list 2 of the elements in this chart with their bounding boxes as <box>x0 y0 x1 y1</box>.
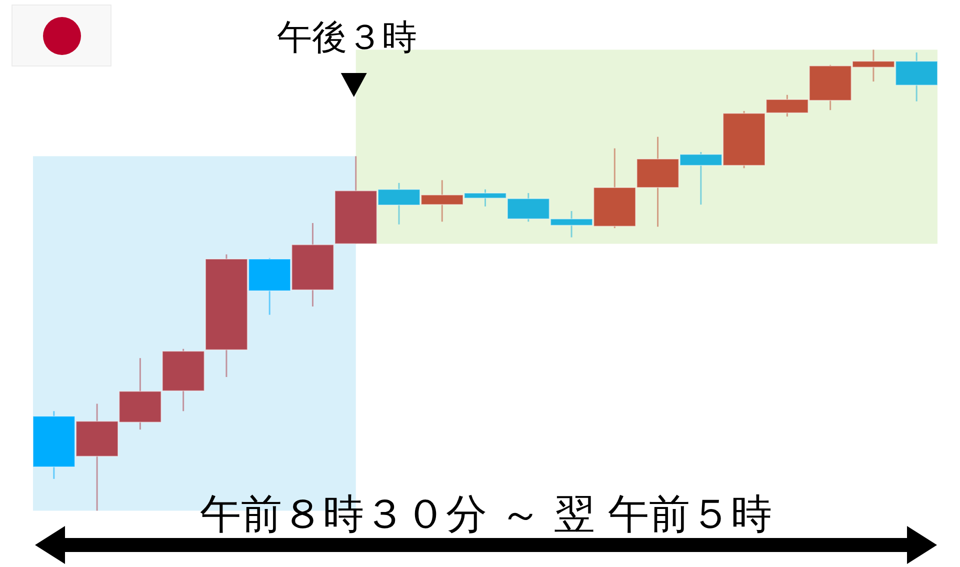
annotation: 午後３時 <box>276 18 417 58</box>
annotation: 午前８時３０分 ～ 翌 午前５時 <box>200 490 772 538</box>
